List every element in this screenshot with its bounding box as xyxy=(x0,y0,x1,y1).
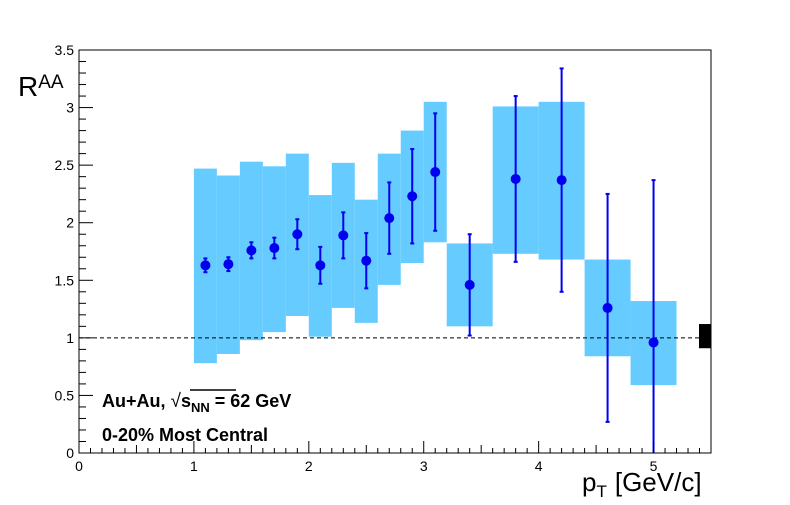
x-tick-label: 3 xyxy=(420,458,428,474)
collision-energy: = 62 GeV xyxy=(210,391,292,411)
data-point-12 xyxy=(510,173,521,184)
data-point-4 xyxy=(292,229,303,240)
y-axis-title: RAA xyxy=(18,71,64,102)
data-point-8 xyxy=(384,213,395,224)
data-point-9 xyxy=(407,191,418,202)
y-tick-label: 0 xyxy=(66,445,74,461)
data-point-3 xyxy=(269,243,280,254)
y-tick-label: 3.5 xyxy=(55,42,75,58)
data-point-10 xyxy=(430,167,441,178)
y-tick-label: 2 xyxy=(66,215,74,231)
data-point-11 xyxy=(464,279,475,290)
x-tick-label: 0 xyxy=(75,458,83,474)
data-point-14 xyxy=(602,302,613,313)
y-tick-label: 2.5 xyxy=(55,157,75,173)
data-point-13 xyxy=(556,175,567,186)
data-point-7 xyxy=(361,255,372,266)
energy-symbol: s xyxy=(181,391,191,411)
x-axis-title-main: p xyxy=(582,467,596,497)
data-point-1 xyxy=(223,259,234,270)
x-axis-title-sub: T xyxy=(596,482,606,501)
plot-frame xyxy=(78,49,712,454)
data-points xyxy=(200,67,659,453)
y-tick-label: 1.5 xyxy=(55,272,75,288)
x-tick-label: 5 xyxy=(650,458,658,474)
data-point-2 xyxy=(246,245,257,256)
data-point-5 xyxy=(315,260,326,271)
x-tick-label: 4 xyxy=(535,458,543,474)
data-point-0 xyxy=(200,260,211,271)
data-point-6 xyxy=(338,230,349,241)
x-tick-label: 1 xyxy=(190,458,198,474)
y-tick-label: 1 xyxy=(66,330,74,346)
y-axis: 0 0.5 1 1.5 2 2.5 3 3.5 xyxy=(55,42,93,461)
x-axis-title: pT [GeV/c] xyxy=(582,467,702,501)
x-tick-label: 2 xyxy=(305,458,313,474)
energy-symbol-sub: NN xyxy=(191,400,210,415)
collision-system-label: Au+Au, √sNN = 62 GeV xyxy=(102,391,291,415)
data-point-15 xyxy=(648,337,659,348)
normalization-box xyxy=(699,324,711,349)
collision-system-prefix: Au+Au, xyxy=(102,391,171,411)
x-axis-title-unit: [GeV/c] xyxy=(615,467,702,497)
y-tick-label: 0.5 xyxy=(55,387,75,403)
sqrt-symbol: √ xyxy=(171,391,182,412)
y-axis-title-main: R xyxy=(18,71,38,102)
y-tick-label: 3 xyxy=(66,100,74,116)
centrality-label: 0-20% Most Central xyxy=(102,425,268,445)
x-axis: 0 1 2 3 4 5 xyxy=(75,441,712,474)
y-axis-title-sub: AA xyxy=(38,72,64,93)
